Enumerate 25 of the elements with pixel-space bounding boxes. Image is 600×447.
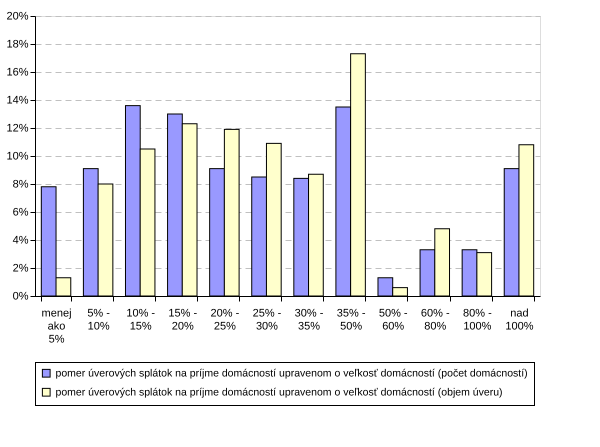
legend-label: pomer úverových splátok na príjme domácností upravenom o veľkosť domácností (počet domácností)	[56, 367, 528, 380]
x-tick-label: 20% - 25%	[210, 308, 240, 332]
y-tick-label: 20%	[6, 10, 29, 22]
x-tick-label: 30% - 35%	[294, 308, 324, 332]
y-tick-label: 18%	[6, 38, 29, 50]
legend-label: pomer úverových splátok na príjme domácností upravenom o veľkosť domácností (objem úveru)	[56, 386, 503, 398]
x-tick-label: 5% - 10%	[87, 308, 110, 332]
x-tick-label: 25% - 30%	[252, 308, 282, 332]
y-tick-label: 4%	[12, 234, 29, 246]
x-tick-label: 15% - 20%	[168, 308, 198, 332]
y-tick-label: 8%	[12, 178, 29, 190]
x-tick-label: nad 100%	[505, 308, 534, 332]
y-tick-label: 14%	[6, 94, 29, 106]
x-tick-label: 80% - 100%	[463, 308, 492, 332]
y-tick-label: 12%	[6, 122, 29, 134]
x-tick-label: 50% - 60%	[378, 308, 408, 332]
y-tick-label: 10%	[6, 150, 29, 162]
x-tick-label: 60% - 80%	[420, 308, 450, 332]
y-tick-label: 2%	[12, 262, 29, 274]
x-tick-label: menej ako 5%	[42, 308, 72, 346]
y-tick-label: 0%	[12, 290, 29, 302]
x-tick-label: 35% - 50%	[336, 308, 366, 332]
x-tick-label: 10% - 15%	[126, 308, 156, 332]
y-tick-label: 6%	[12, 206, 29, 218]
y-tick-label: 16%	[6, 66, 29, 78]
